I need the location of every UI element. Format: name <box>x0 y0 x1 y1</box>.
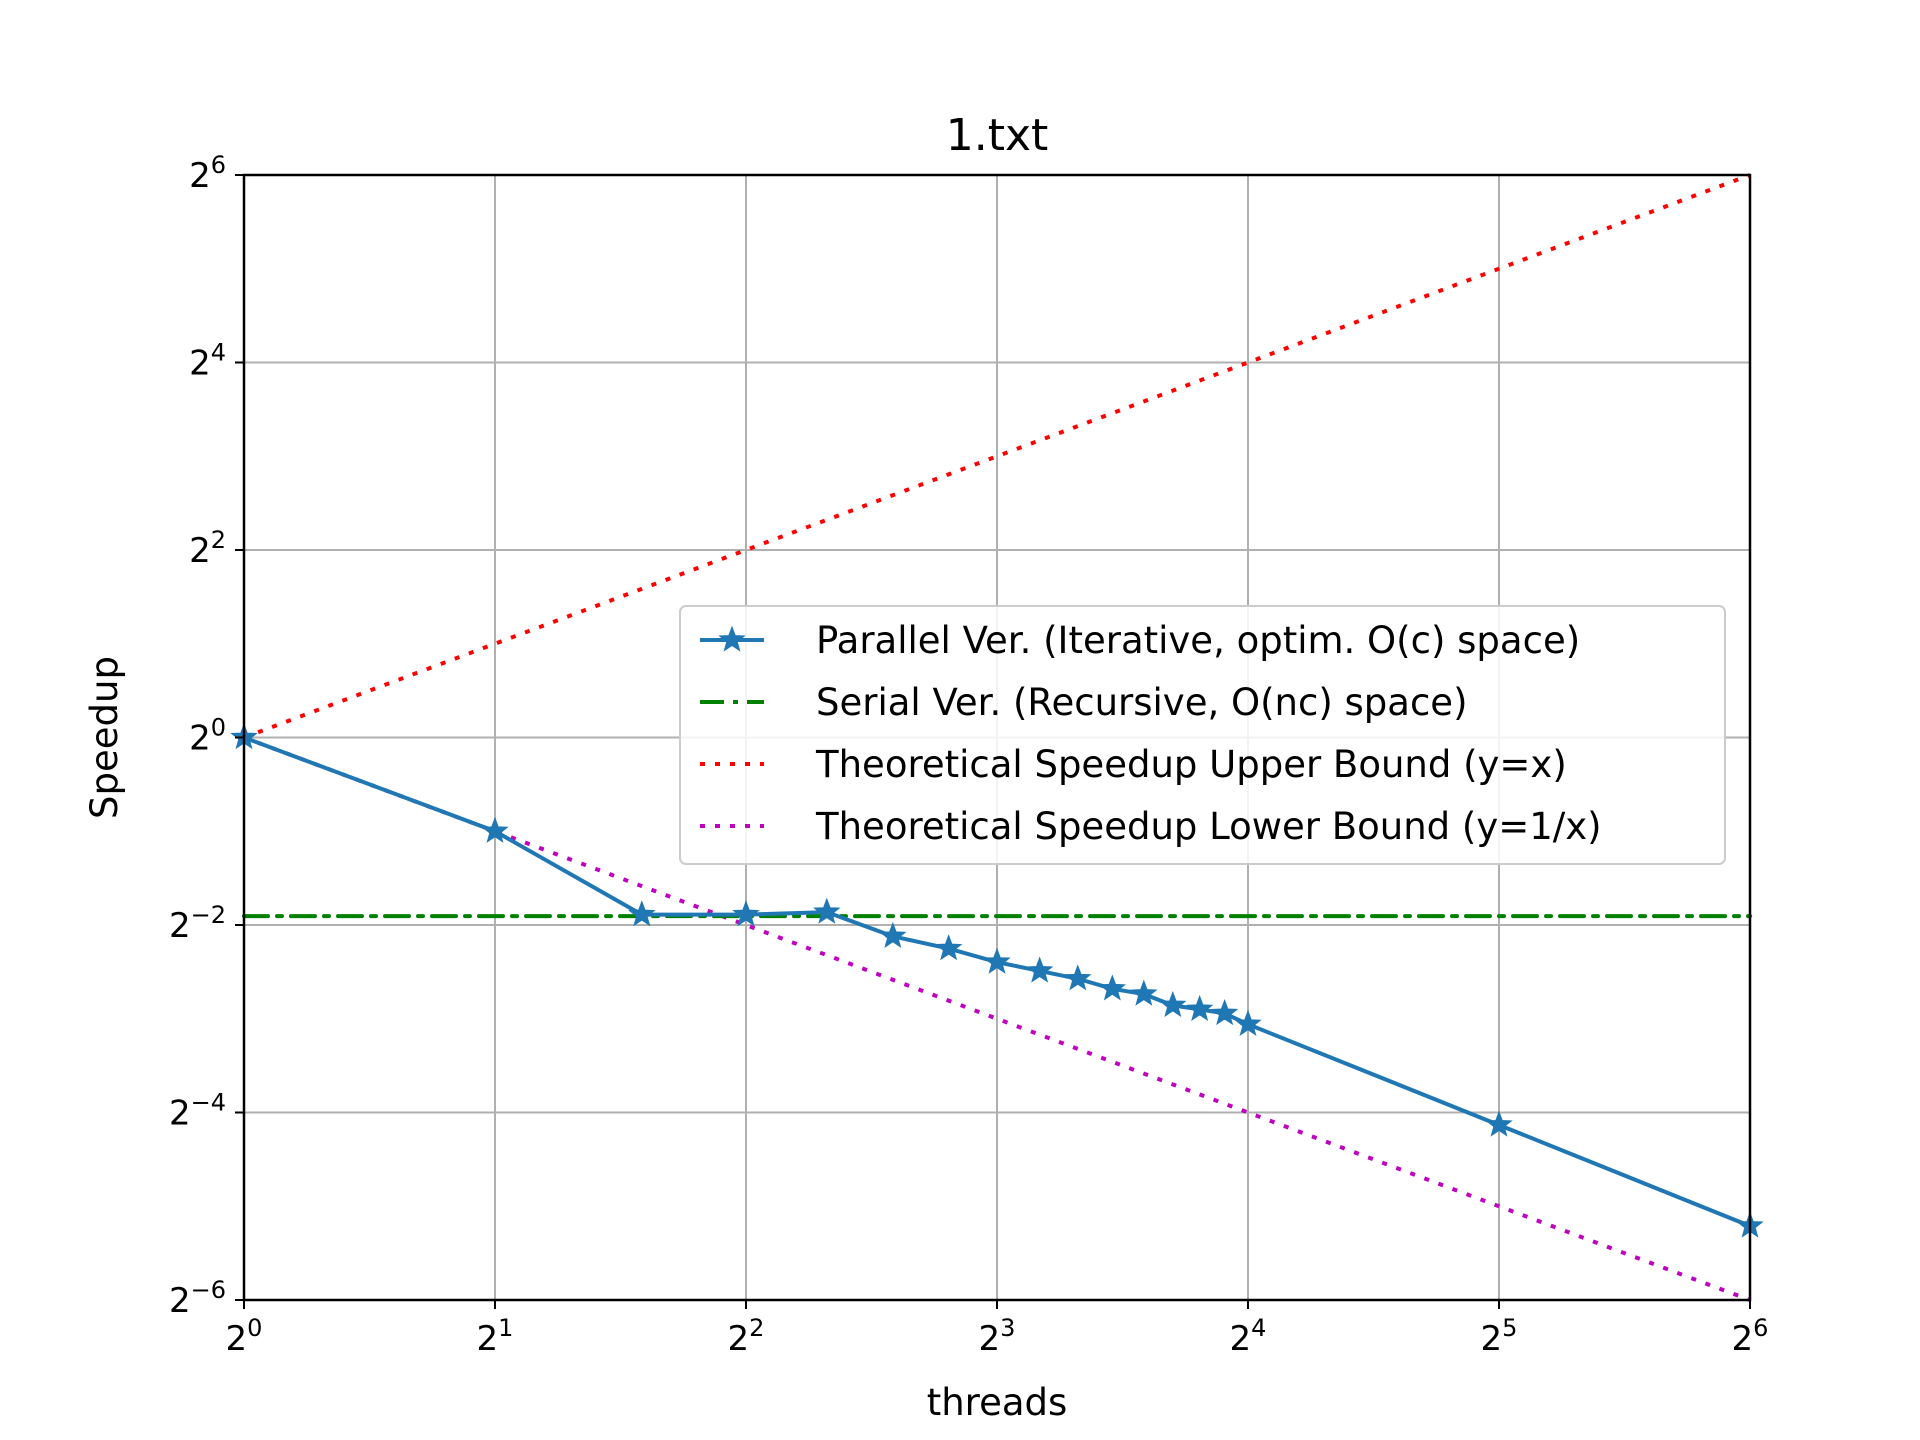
y-tick-label-4-base: 2 <box>189 531 211 571</box>
y-tick-label-6-base: 2 <box>189 156 211 196</box>
x-tick-label-4-exponent: 4 <box>1251 1314 1266 1342</box>
y-tick-label-6-exponent: 6 <box>211 151 226 179</box>
x-tick-label-1: 21 <box>477 1314 514 1359</box>
data-point-3 <box>732 900 760 927</box>
y-tick-label-2-base: 2 <box>169 906 191 946</box>
series-3 <box>243 735 1751 1302</box>
x-axis-label: threads <box>927 1381 1068 1424</box>
legend-item-3: Theoretical Speedup Lower Bound (y=1/x) <box>700 805 1602 848</box>
legend-label-3: Theoretical Speedup Lower Bound (y=1/x) <box>815 805 1602 848</box>
chart-title: 1.txt <box>946 110 1049 161</box>
y-tick-label-3-exponent: 0 <box>211 714 226 742</box>
x-tick-label-5-base: 2 <box>1481 1319 1503 1359</box>
data-point-12 <box>1159 990 1187 1018</box>
data-point-5 <box>879 921 907 948</box>
y-tick-label-0-exponent: −6 <box>191 1276 226 1304</box>
y-tick-label-2-exponent: −2 <box>191 901 226 929</box>
x-tick-label-3: 23 <box>979 1314 1016 1359</box>
data-point-11 <box>1130 979 1158 1006</box>
y-tick-label-1-exponent: −4 <box>191 1089 226 1117</box>
legend-item-2: Theoretical Speedup Upper Bound (y=x) <box>700 743 1567 786</box>
x-tick-label-3-exponent: 3 <box>1000 1314 1015 1342</box>
x-tick-label-4: 24 <box>1230 1314 1267 1359</box>
y-tick-label-6: 26 <box>189 151 226 196</box>
x-tick-label-5-exponent: 5 <box>1502 1314 1517 1342</box>
series-layer <box>230 173 1764 1302</box>
y-axis-label: Speedup <box>83 656 126 819</box>
y-tick-label-5: 24 <box>189 339 226 384</box>
x-tick-label-2-exponent: 2 <box>749 1314 764 1342</box>
data-point-4 <box>813 897 841 924</box>
y-tick-label-1-base: 2 <box>169 1094 191 1134</box>
y-tick-label-2: 2−2 <box>169 901 226 946</box>
data-point-2 <box>628 900 656 927</box>
y-tick-label-5-base: 2 <box>189 344 211 384</box>
legend: Parallel Ver. (Iterative, optim. O(c) sp… <box>679 605 1726 865</box>
x-tick-label-1-exponent: 1 <box>498 1314 513 1342</box>
series-0 <box>230 723 1764 1238</box>
data-point-16 <box>1485 1110 1513 1137</box>
series-line-2 <box>243 173 1751 740</box>
data-point-1 <box>481 816 509 843</box>
legend-item-0: Parallel Ver. (Iterative, optim. O(c) sp… <box>700 619 1580 662</box>
y-tick-label-1: 2−4 <box>169 1089 226 1134</box>
data-point-14 <box>1210 999 1239 1026</box>
y-tick-label-5-exponent: 4 <box>211 339 226 367</box>
legend-label-2: Theoretical Speedup Upper Bound (y=x) <box>815 743 1567 786</box>
data-point-6 <box>934 934 963 961</box>
data-point-13 <box>1185 994 1214 1022</box>
x-tick-label-4-base: 2 <box>1230 1319 1252 1359</box>
series-line-3 <box>243 735 1751 1302</box>
x-tick-label-0-base: 2 <box>226 1319 248 1359</box>
x-tick-label-0: 20 <box>226 1314 263 1359</box>
y-tick-label-0: 2−6 <box>169 1276 226 1321</box>
x-tick-label-6: 26 <box>1732 1314 1769 1359</box>
data-point-10 <box>1098 974 1127 1001</box>
y-tick-label-0-base: 2 <box>169 1281 191 1321</box>
legend-marker-0 <box>718 625 746 652</box>
legend-box <box>679 605 1726 865</box>
legend-label-0: Parallel Ver. (Iterative, optim. O(c) sp… <box>816 619 1580 662</box>
data-point-7 <box>983 947 1011 974</box>
legend-label-1: Serial Ver. (Recursive, O(nc) space) <box>816 681 1468 724</box>
x-tick-label-5: 25 <box>1481 1314 1518 1359</box>
series-2 <box>243 173 1751 740</box>
x-tick-label-6-base: 2 <box>1732 1319 1754 1359</box>
x-tick-label-0-exponent: 0 <box>247 1314 262 1342</box>
x-tick-label-6-exponent: 6 <box>1753 1314 1768 1342</box>
y-tick-label-4-exponent: 2 <box>211 526 226 554</box>
y-tick-label-4: 22 <box>189 526 226 571</box>
y-tick-label-3: 20 <box>189 714 226 759</box>
x-tick-label-2: 22 <box>728 1314 765 1359</box>
legend-item-1: Serial Ver. (Recursive, O(nc) space) <box>700 681 1468 724</box>
x-tick-label-2-base: 2 <box>728 1319 750 1359</box>
data-point-8 <box>1025 956 1054 983</box>
x-tick-label-3-base: 2 <box>979 1319 1001 1359</box>
data-point-9 <box>1064 964 1092 991</box>
data-point-15 <box>1234 1009 1262 1036</box>
y-tick-label-3-base: 2 <box>189 719 211 759</box>
x-tick-label-1-base: 2 <box>477 1319 499 1359</box>
